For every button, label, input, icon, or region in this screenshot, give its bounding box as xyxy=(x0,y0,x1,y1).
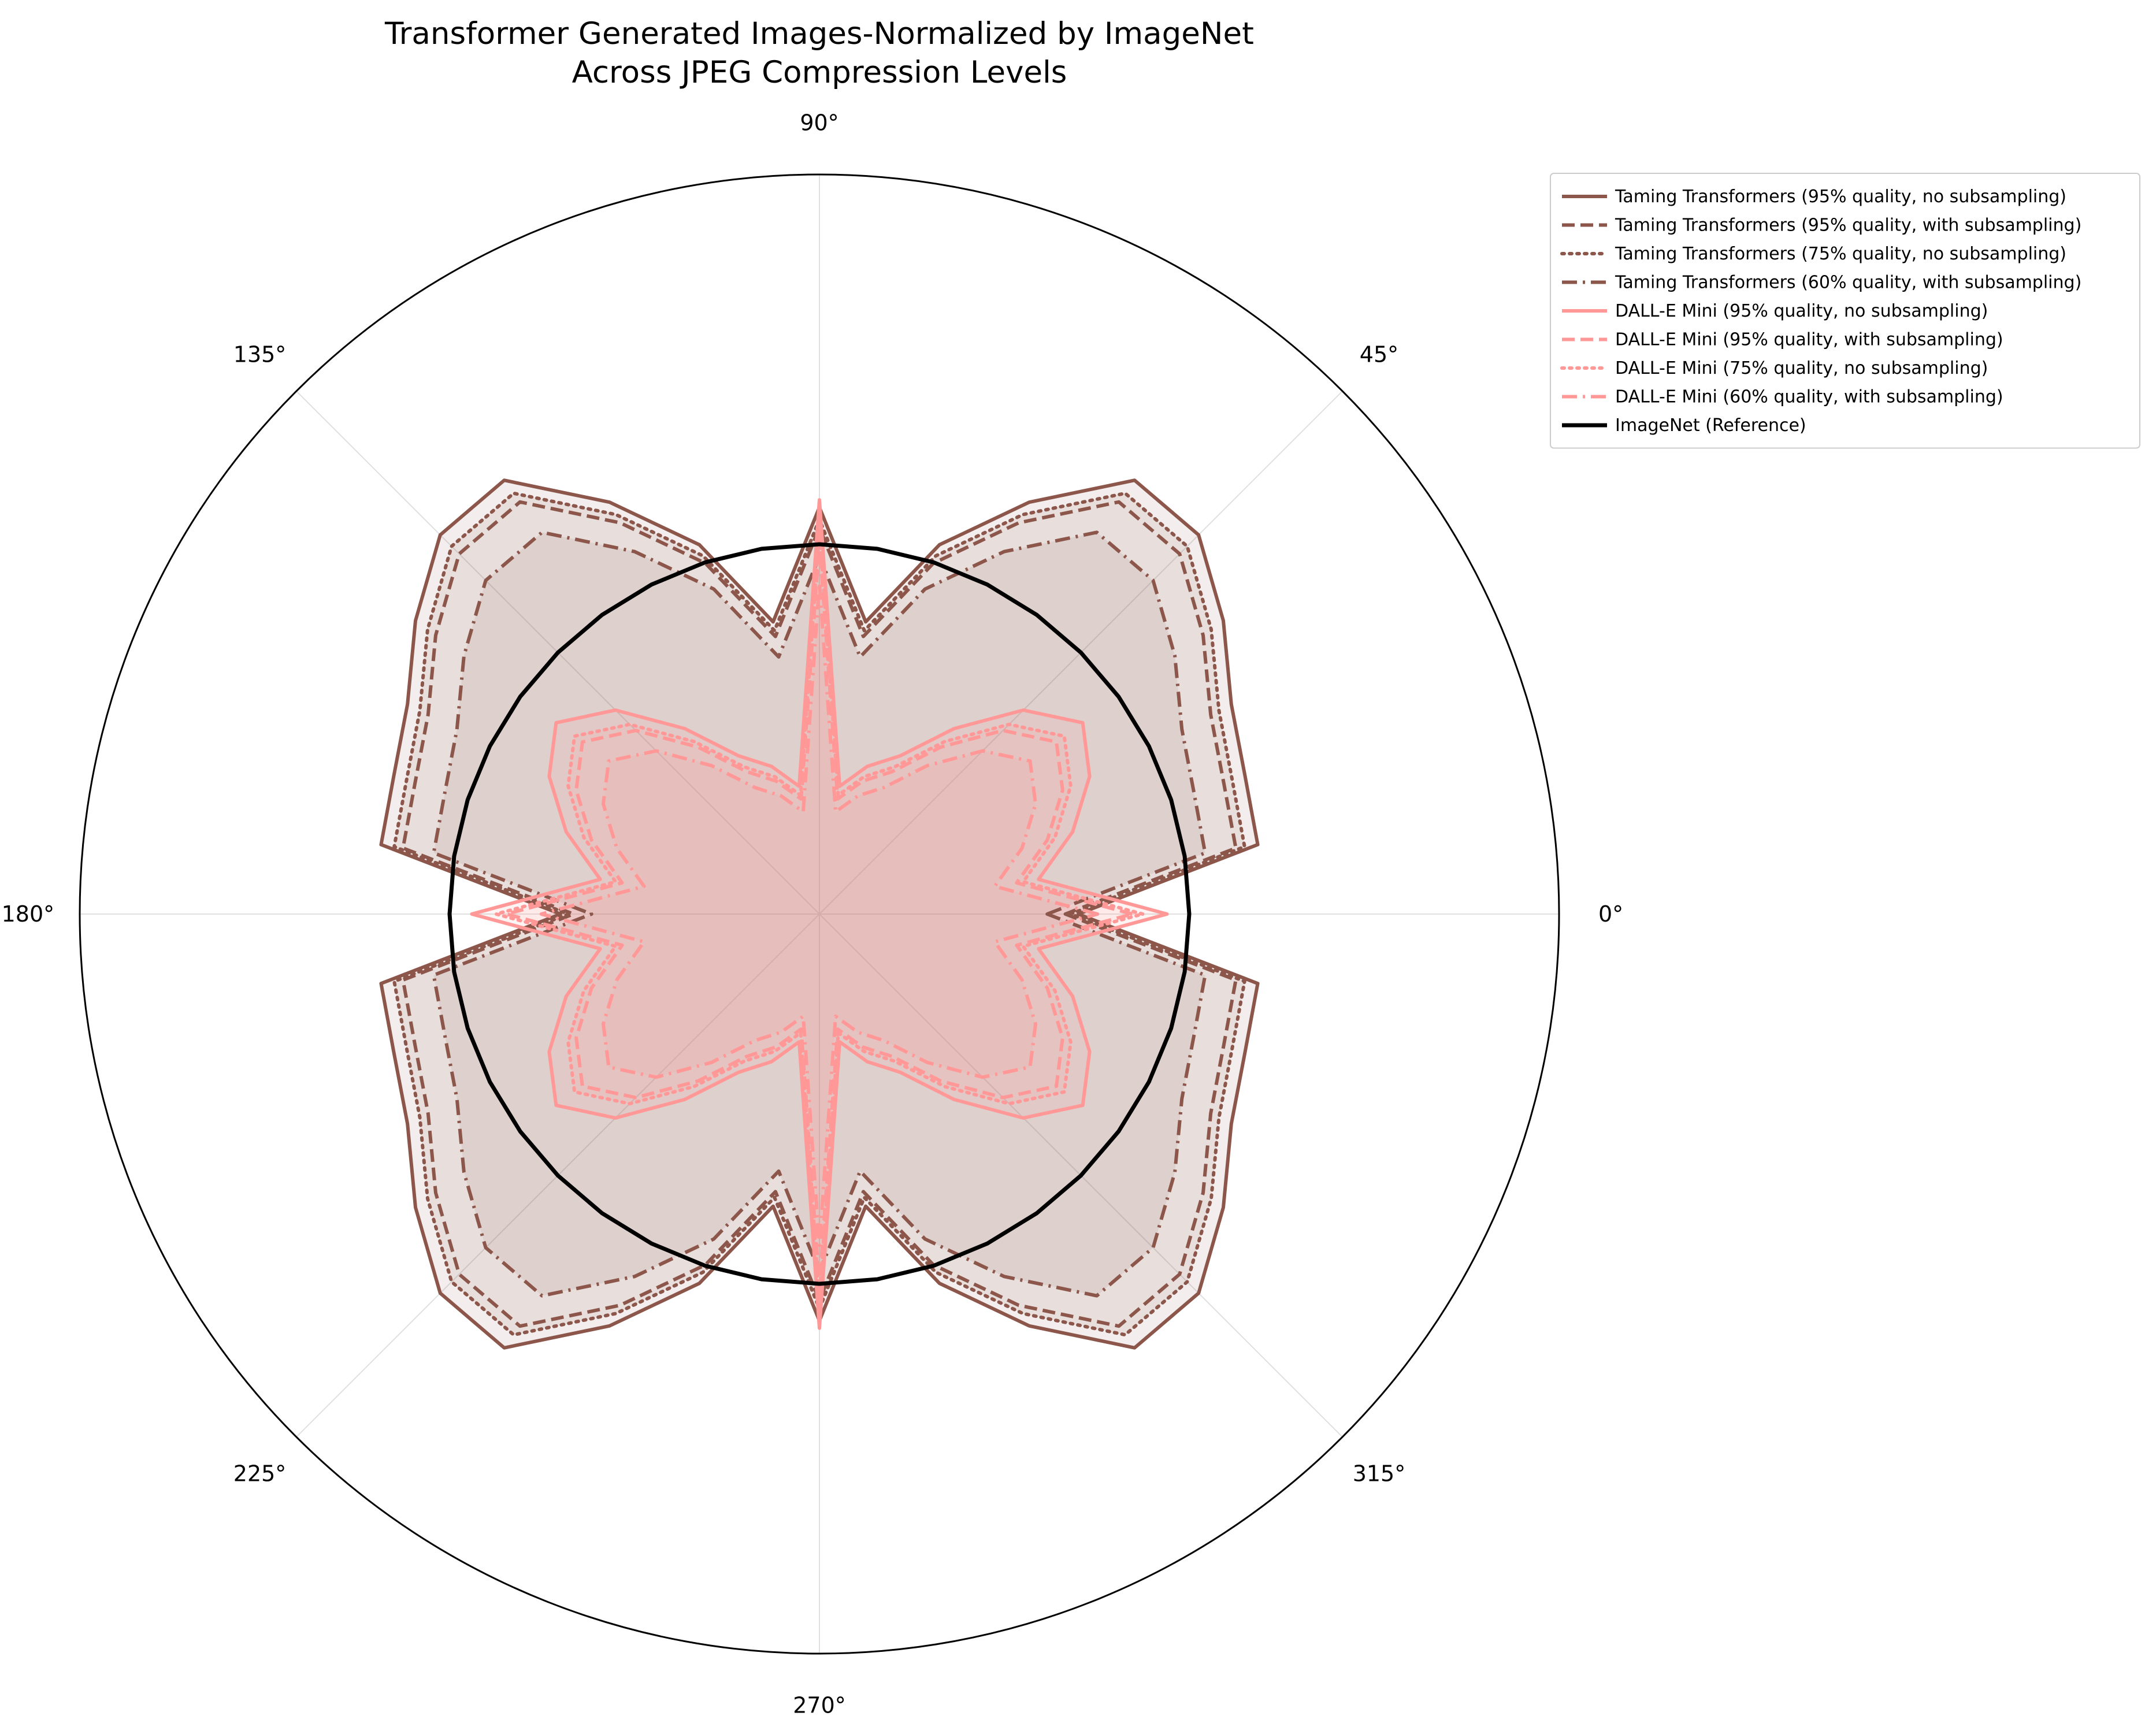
legend-entry: Taming Transformers (95% quality, with s… xyxy=(1615,216,2081,236)
legend-entry: DALL-E Mini (95% quality, no subsampling… xyxy=(1615,301,1988,321)
legend-entry: DALL-E Mini (95% quality, with subsampli… xyxy=(1615,330,2003,350)
theta-tick-label: 45° xyxy=(1360,342,1398,367)
series-line xyxy=(539,581,1100,1247)
legend-entry: DALL-E Mini (75% quality, no subsampling… xyxy=(1615,358,1988,378)
series-line xyxy=(470,498,1169,1330)
chart-title-line-1: Transformer Generated Images-Normalized … xyxy=(384,16,1254,51)
theta-tick-label: 270° xyxy=(793,1693,846,1716)
theta-tick-label: 0° xyxy=(1598,901,1623,927)
series-line xyxy=(392,491,1246,1337)
legend-entry: Taming Transformers (75% quality, no sub… xyxy=(1615,244,2066,264)
legend-frame xyxy=(1550,173,2140,449)
legend-entry: Taming Transformers (95% quality, no sub… xyxy=(1615,187,2066,207)
series-line xyxy=(504,539,1134,1289)
series-line xyxy=(447,542,1192,1286)
theta-tick-label: 90° xyxy=(800,110,838,135)
legend: Taming Transformers (95% quality, no sub… xyxy=(1550,173,2140,449)
plot-area: 0° 45° 90° 135° 180° 225° 270° 315° xyxy=(2,110,1624,1716)
series-line xyxy=(379,478,1260,1350)
chart-title-line-2: Across JPEG Compression Levels xyxy=(572,55,1067,90)
legend-entry: Taming Transformers (60% quality, with s… xyxy=(1615,273,2081,293)
series-fill xyxy=(496,529,1143,1299)
series-line xyxy=(401,500,1238,1328)
series-fill xyxy=(541,582,1098,1246)
legend-entry: ImageNet (Reference) xyxy=(1615,415,1806,436)
series-fill xyxy=(394,493,1245,1335)
polar-outer-boundary xyxy=(79,173,1560,1655)
theta-tick-label: 315° xyxy=(1353,1461,1406,1486)
legend-entry: DALL-E Mini (60% quality, with subsampli… xyxy=(1615,387,2003,407)
series-line xyxy=(432,530,1207,1298)
theta-tick-label: 225° xyxy=(233,1461,287,1486)
series-fill xyxy=(381,480,1258,1348)
series-fill xyxy=(472,500,1167,1328)
theta-tick-label: 180° xyxy=(2,901,55,927)
series-fill xyxy=(433,532,1205,1296)
theta-tick-label: 135° xyxy=(233,342,287,367)
series-line xyxy=(494,527,1145,1301)
